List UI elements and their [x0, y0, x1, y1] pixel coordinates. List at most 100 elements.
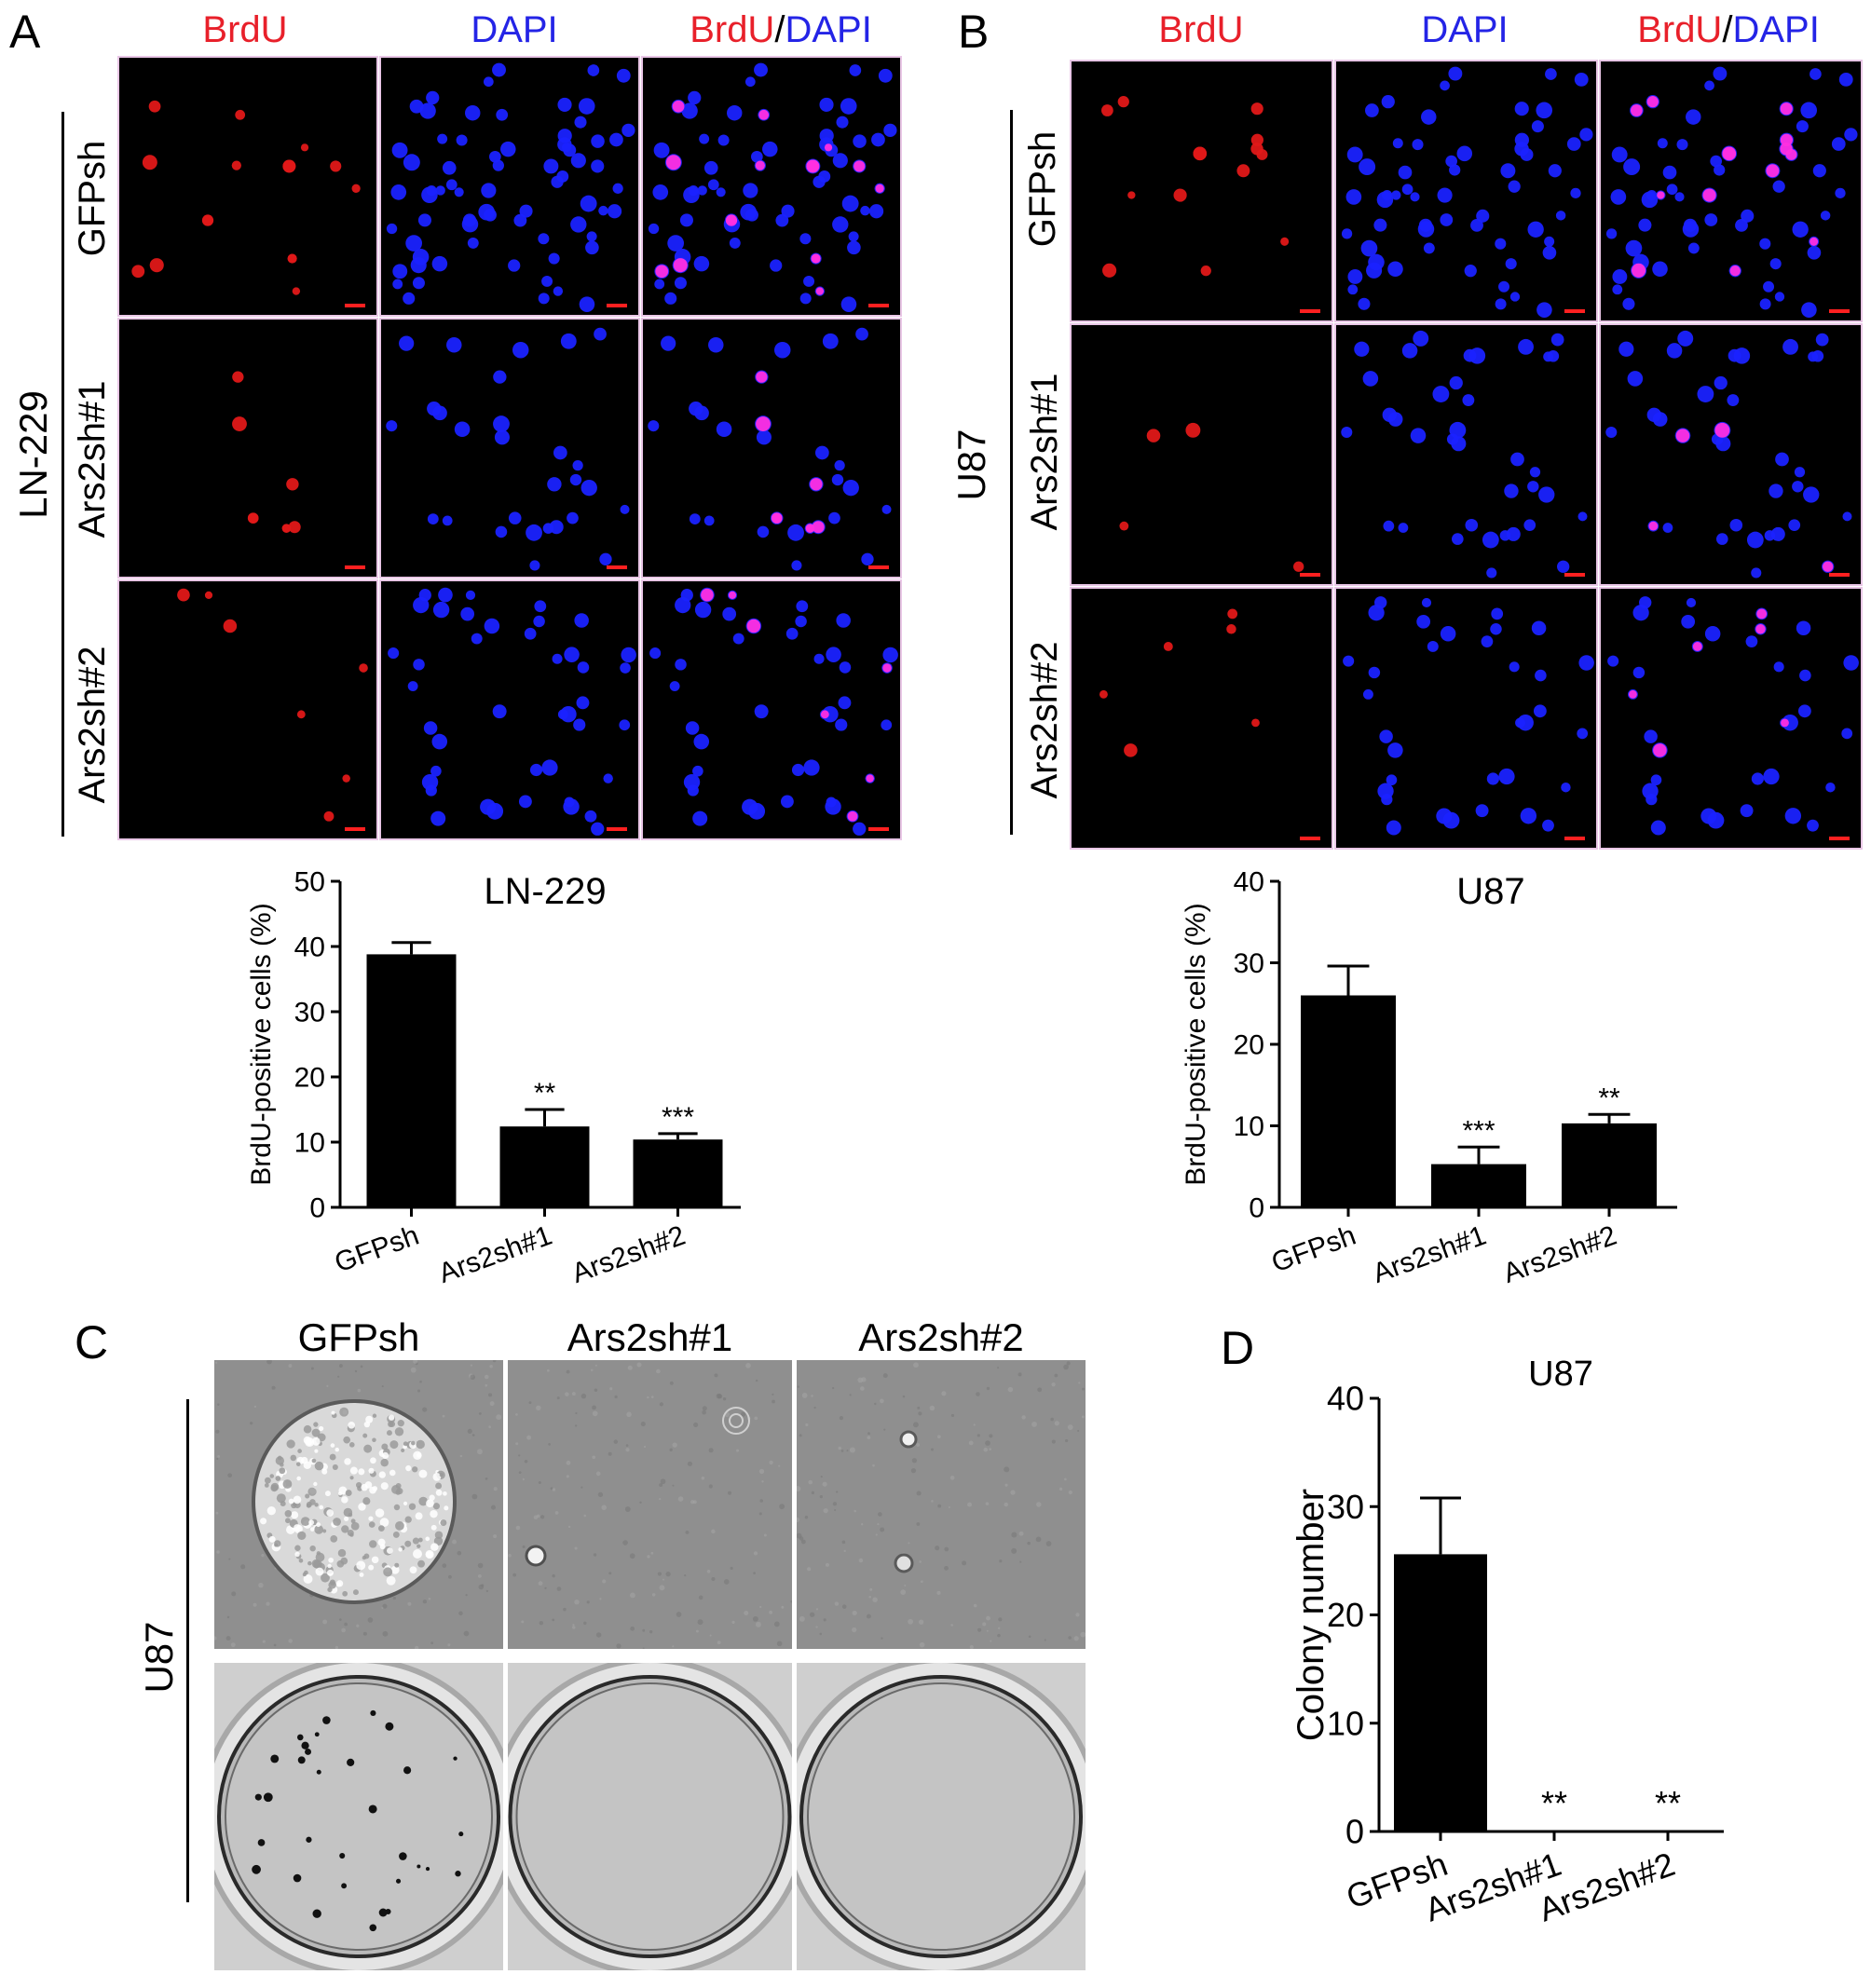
panel-b-micrograph-r2-brdu: [1070, 323, 1333, 586]
panel-a-col-dapi: DAPI: [386, 9, 643, 51]
panel-c-dish-drawing-1: [214, 1663, 503, 1970]
panel-b-chart-bar-1: [1301, 995, 1396, 1207]
panel-c-dish-drawing-2: [508, 1663, 792, 1970]
panel-b-micrograph-cells-r2-brdu: [1119, 422, 1320, 577]
panel-a-chart-y-tick-label: 50: [294, 867, 325, 898]
panel-b-chart-y-tick-label: 0: [1249, 1193, 1264, 1224]
panel-a-micrograph-r2-dapi: [379, 318, 640, 579]
panel-a-micrograph-r1-dapi: [379, 56, 640, 317]
panel-d-chart-y-axis-label: Colony number: [1291, 1489, 1332, 1741]
panel-d-chart-y-tick-label: 40: [1327, 1380, 1364, 1418]
panel-c-col-1: GFPsh: [297, 1315, 420, 1359]
panel-b-col-merge: BrdU/DAPI: [1637, 9, 1820, 50]
panel-d-chart-y-tick-label: 10: [1327, 1704, 1364, 1742]
panel-c-col-3: Ars2sh#2: [858, 1315, 1024, 1359]
panel-b-micrograph-cells-r1-brdu: [1101, 96, 1320, 313]
panel-b-micrograph-cells-r3-merge: [1607, 596, 1859, 840]
panel-b-chart-title: U87: [1456, 871, 1524, 912]
panel-a-micrograph-cells-r3-brdu: [177, 588, 368, 831]
panel-b-chart-y-axis-label: BrdU-positive cells (%): [1181, 903, 1211, 1185]
panel-b-micrograph-cells-r3-dapi: [1343, 596, 1594, 840]
panel-a-micrograph-r1-brdu: [117, 56, 378, 317]
panel-a-micrograph-cells-r1-dapi: [386, 62, 635, 312]
panel-c-phase-texture-3: [797, 1361, 1086, 1649]
panel-a-dapi-label: DAPI: [471, 9, 558, 50]
panel-a-row-label-3: Ars2sh#2: [72, 646, 113, 804]
panel-b-micrograph-r1-brdu: [1070, 60, 1333, 322]
panel-b-chart-significance-3: **: [1598, 1083, 1620, 1113]
panel-a-chart-y-tick-label: 30: [294, 998, 325, 1028]
panel-b-micrograph-cells-r2-merge: [1605, 330, 1852, 579]
panel-b-chart-y-tick-label: 10: [1234, 1111, 1264, 1142]
panel-a-row-label-1: GFPsh: [72, 140, 113, 257]
panel-d-letter: D: [1221, 1322, 1255, 1374]
panel-c-dish-image-3: [797, 1663, 1086, 1970]
panel-a-col-brdu: BrdU: [119, 9, 371, 51]
panel-b-micrograph-cells-r1-merge: [1605, 66, 1858, 318]
panel-a-chart-category-label-3: Ars2sh#2: [568, 1220, 690, 1289]
panel-d-chart-y-tick-label: 20: [1327, 1596, 1364, 1634]
panel-c-dish-image-2: [508, 1663, 792, 1970]
panel-a-col-merge: BrdU/DAPI: [690, 9, 872, 50]
panel-a-row-label-2: Ars2sh#1: [72, 380, 113, 538]
panel-a-letter: A: [9, 6, 41, 58]
panel-b-chart-bar-3: [1562, 1123, 1657, 1207]
panel-a-micrograph-cells-r2-brdu: [232, 371, 365, 569]
panel-b-row-label-3: Ars2sh#2: [1024, 641, 1065, 799]
panel-a-micrograph-cells-r3-merge: [649, 587, 898, 836]
panel-b-micrograph-r2-merge: [1599, 323, 1863, 586]
panel-b-chart-significance-2: ***: [1462, 1115, 1495, 1146]
panel-a-chart-y-tick-label: 40: [294, 933, 325, 963]
panel-a-brdu-label: BrdU: [202, 9, 288, 50]
panel-a-micrograph-r3-brdu: [117, 579, 378, 840]
panel-a-micrograph-cells-r1-merge: [648, 62, 897, 312]
panel-d-chart-significance-2: **: [1541, 1784, 1567, 1822]
panel-b-chart-category-label-2: Ars2sh#1: [1369, 1220, 1490, 1289]
panel-b-row-label-1: GFPsh: [1022, 130, 1063, 248]
panel-c-phase-image-3: [797, 1360, 1086, 1649]
panel-a-chart-category-label-1: GFPsh: [331, 1220, 423, 1279]
panel-d-chart-significance-3: **: [1655, 1784, 1681, 1822]
panel-c-col-2: Ars2sh#1: [567, 1315, 733, 1359]
panel-c-letter: C: [75, 1316, 109, 1368]
panel-a-row-bracket: [61, 112, 64, 837]
panel-a-micrograph-r2-merge: [641, 318, 902, 579]
panel-a-bar-chart: 0 10 20 30 40 50 BrdU-positive cells (%) LN-229…: [246, 867, 741, 1289]
panel-b-micrograph-r1-dapi: [1334, 60, 1598, 322]
panel-d-chart-y-tick-label: 0: [1345, 1813, 1364, 1851]
panel-b-micrograph-cells-r3-brdu: [1099, 608, 1320, 840]
panel-a-chart-category-label-2: Ars2sh#1: [435, 1220, 556, 1289]
panel-a-chart-title: LN-229: [484, 871, 606, 912]
panel-d-chart-title: U87: [1528, 1355, 1593, 1394]
panel-a-micrograph-r1-merge: [641, 56, 902, 317]
panel-c-cell-line-label: U87: [137, 1621, 181, 1694]
panel-b-cell-line-label: U87: [949, 429, 993, 501]
panel-b-micrograph-r3-brdu: [1070, 587, 1333, 850]
panel-b-letter: B: [958, 6, 990, 58]
panel-b-micrograph-cells-r1-dapi: [1341, 66, 1593, 318]
panel-b-chart-bar-2: [1431, 1164, 1526, 1207]
panel-b-micrograph-r2-dapi: [1334, 323, 1598, 586]
panel-c-dish-image-1: [214, 1663, 503, 1970]
panel-a-chart-bar-1: [366, 954, 457, 1207]
panel-c-row-bracket: [186, 1399, 189, 1902]
panel-a-chart-bar-3: [633, 1139, 723, 1207]
panel-b-row-bracket: [1010, 110, 1013, 835]
panel-b-micrograph-r3-dapi: [1334, 587, 1598, 850]
panel-a-micrograph-r3-merge: [641, 579, 902, 840]
panel-c-phase-image-2: [508, 1360, 792, 1649]
panel-a-chart-y-tick-label: 10: [294, 1128, 325, 1159]
panel-b-chart-category-label-1: GFPsh: [1267, 1220, 1359, 1279]
panel-b-chart-y-tick-label: 20: [1234, 1030, 1264, 1061]
panel-c-phase-texture-1: [214, 1360, 502, 1649]
panel-c-phase-texture-2: [508, 1362, 792, 1649]
panel-b-chart-category-label-3: Ars2sh#2: [1499, 1220, 1620, 1289]
panel-d-chart-bar-1: [1394, 1554, 1487, 1831]
panel-b-bar-chart: 0 10 20 30 40 BrdU-positive cells (%) U87 GFPsh…: [1181, 867, 1677, 1289]
panel-b-micrograph-r1-merge: [1599, 60, 1863, 322]
panel-a-chart-bar-2: [499, 1126, 590, 1207]
panel-a-micrograph-r3-dapi: [379, 579, 640, 840]
panel-a-micrograph-cells-r2-merge: [648, 327, 892, 571]
panel-a-cell-line-label: LN-229: [11, 390, 55, 519]
